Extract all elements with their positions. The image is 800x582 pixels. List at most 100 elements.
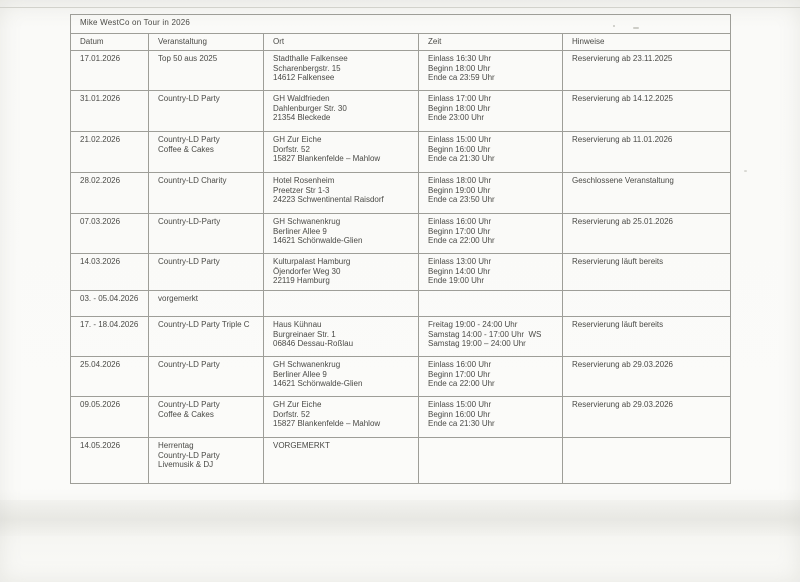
text-line: Country-LD Party <box>158 135 220 144</box>
cell-datum: 21.02.2026 <box>70 131 149 173</box>
text-line: Einlass 18:00 Uhr <box>428 176 492 185</box>
text-line: Einlass 15:00 Uhr <box>428 135 492 144</box>
cell-ort: Kulturpalast Hamburg Öjendorfer Weg 30 221… <box>263 253 419 291</box>
text-line: Dahlenburger Str. 30 <box>273 103 347 113</box>
cell-ort <box>263 290 419 317</box>
text-line: Ende ca 21:30 Uhr <box>428 419 495 428</box>
text-line: Reservierung läuft bereits <box>572 320 664 329</box>
text-line: GH Schwanenkrug <box>273 360 341 369</box>
column-header-hinweise: Hinweise <box>562 33 731 51</box>
cell-zeit <box>418 290 563 317</box>
cell-veranstaltung: Country-LD Party Coffee & Cakes <box>148 396 264 438</box>
event-row: 14.03.2026 Country-LD Party Kulturpalast H… <box>70 253 731 291</box>
text-line: Country-LD Party <box>158 257 220 266</box>
cell-datum: 03. - 05.04.2026 <box>70 290 149 317</box>
text-line: Ende ca 22:00 Uhr <box>428 379 495 388</box>
text-line: Dorfstr. 52 <box>273 409 310 419</box>
event-row: 09.05.2026 Country-LD Party Coffee & Cakes… <box>70 396 731 438</box>
cell-datum: 25.04.2026 <box>70 356 149 397</box>
cell-ort: Stadthalle Falkensee Scharenbergstr. 15 14… <box>263 50 419 91</box>
cell-ort: GH Waldfrieden Dahlenburger Str. 30 21354 … <box>263 90 419 132</box>
cell-veranstaltung: Herrentag Country-LD Party Livemusik & DJ <box>148 437 264 484</box>
text-line: Reservierung ab 11.01.2026 <box>572 135 673 144</box>
text-line: Einlass 16:00 Uhr <box>428 217 492 226</box>
text-line: Top 50 aus 2025 <box>158 54 218 63</box>
event-row: 17. - 18.04.2026 Country-LD Party Triple … <box>70 316 731 357</box>
cell-datum: 14.05.2026 <box>70 437 149 484</box>
page-title: Mike WestCo on Tour in 2026 <box>70 14 731 34</box>
text-line: 07.03.2026 <box>80 217 121 226</box>
cell-hinweise: Reservierung ab 29.03.2026 <box>562 396 731 438</box>
text-line: 06846 Dessau-Roßlau <box>273 339 354 348</box>
cell-zeit: Einlass 17:00 Uhr Beginn 18:00 Uhr Ende 23… <box>418 90 563 132</box>
text-line: 17. - 18.04.2026 <box>80 320 139 329</box>
cell-zeit: Einlass 16:00 Uhr Beginn 17:00 Uhr Ende ca… <box>418 213 563 254</box>
text-line: 25.04.2026 <box>80 360 121 369</box>
text-line: Country-LD Party <box>158 450 220 460</box>
column-header-ort: Ort <box>263 33 419 51</box>
text-line: 31.01.2026 <box>80 94 121 103</box>
text-line: vorgemerkt <box>158 294 199 303</box>
cell-datum: 28.02.2026 <box>70 172 149 214</box>
text-line: Country-LD Party <box>158 360 220 369</box>
cell-ort: GH Schwanenkrug Berliner Allee 9 14621 Sch… <box>263 356 419 397</box>
column-header-datum: Datum <box>70 33 149 51</box>
cell-zeit: Einlass 15:00 Uhr Beginn 16:00 Uhr Ende ca… <box>418 396 563 438</box>
cell-hinweise: Reservierung ab 25.01.2026 <box>562 213 731 254</box>
text-line: Einlass 15:00 Uhr <box>428 400 492 409</box>
text-line: Öjendorfer Weg 30 <box>273 266 341 276</box>
text-line: Scharenbergstr. 15 <box>273 63 341 73</box>
text-line: Beginn 14:00 Uhr <box>428 266 491 276</box>
text-line: 24223 Schwentinental Raisdorf <box>273 195 384 204</box>
text-line: VORGEMERKT <box>273 441 330 450</box>
text-line: 14.05.2026 <box>80 441 121 450</box>
text-line: GH Zur Eiche <box>273 400 322 409</box>
cell-zeit: Einlass 16:30 Uhr Beginn 18:00 Uhr Ende ca… <box>418 50 563 91</box>
scan-speck <box>744 170 747 172</box>
text-line: Reservierung ab 29.03.2026 <box>572 400 673 409</box>
text-line: Hotel Rosenheim <box>273 176 335 185</box>
event-row: 14.05.2026 Herrentag Country-LD Party Livem… <box>70 437 731 484</box>
text-line: Beginn 19:00 Uhr <box>428 185 491 195</box>
cell-hinweise <box>562 290 731 317</box>
event-row: 28.02.2026 Country-LD Charity Hotel Rosenh… <box>70 172 731 214</box>
text-line: Samstag 19:00 – 24:00 Uhr <box>428 339 526 348</box>
text-line: Stadthalle Falkensee <box>273 54 348 63</box>
cell-veranstaltung: Country-LD Charity <box>148 172 264 214</box>
text-line: Beginn 16:00 Uhr <box>428 144 491 154</box>
text-line: 28.02.2026 <box>80 176 121 185</box>
text-line: Dorfstr. 52 <box>273 144 310 154</box>
cell-datum: 17.01.2026 <box>70 50 149 91</box>
text-line: Coffee & Cakes <box>158 409 214 419</box>
cell-zeit: Einlass 16:00 Uhr Beginn 17:00 Uhr Ende ca… <box>418 356 563 397</box>
event-row: 25.04.2026 Country-LD Party GH Schwanenkru… <box>70 356 731 397</box>
cell-ort: GH Zur Eiche Dorfstr. 52 15827 Blankenfeld… <box>263 131 419 173</box>
cell-ort: Hotel Rosenheim Preetzer Str 1-3 24223 Sch… <box>263 172 419 214</box>
text-line: 21.02.2026 <box>80 135 121 144</box>
text-line: Country-LD Charity <box>158 176 227 185</box>
event-row: 07.03.2026 Country-LD-Party GH Schwanenkru… <box>70 213 731 254</box>
cell-veranstaltung: Country-LD-Party <box>148 213 264 254</box>
text-line: 17.01.2026 <box>80 54 121 63</box>
text-line: GH Waldfrieden <box>273 94 330 103</box>
text-line: Kulturpalast Hamburg <box>273 257 351 266</box>
text-line: 21354 Bleckede <box>273 113 331 122</box>
text-line: 15827 Blankenfelde – Mahlow <box>273 154 381 163</box>
text-line: Ende ca 23:50 Uhr <box>428 195 495 204</box>
cell-zeit: Einlass 15:00 Uhr Beginn 16:00 Uhr Ende ca… <box>418 131 563 173</box>
cell-veranstaltung: Country-LD Party Triple C <box>148 316 264 357</box>
cell-datum: 17. - 18.04.2026 <box>70 316 149 357</box>
text-line: Ende 23:00 Uhr <box>428 113 485 122</box>
cell-datum: 07.03.2026 <box>70 213 149 254</box>
text-line: Preetzer Str 1-3 <box>273 185 330 195</box>
cell-hinweise: Geschlossene Veranstaltung <box>562 172 731 214</box>
text-line: Country-LD-Party <box>158 217 221 226</box>
text-line: 22119 Hamburg <box>273 276 330 285</box>
cell-zeit <box>418 437 563 484</box>
text-line: Haus Kühnau <box>273 320 322 329</box>
text-line: Berliner Allee 9 <box>273 226 327 236</box>
text-line: Ende ca 22:00 Uhr <box>428 236 495 245</box>
cell-datum: 31.01.2026 <box>70 90 149 132</box>
cell-veranstaltung: Top 50 aus 2025 <box>148 50 264 91</box>
